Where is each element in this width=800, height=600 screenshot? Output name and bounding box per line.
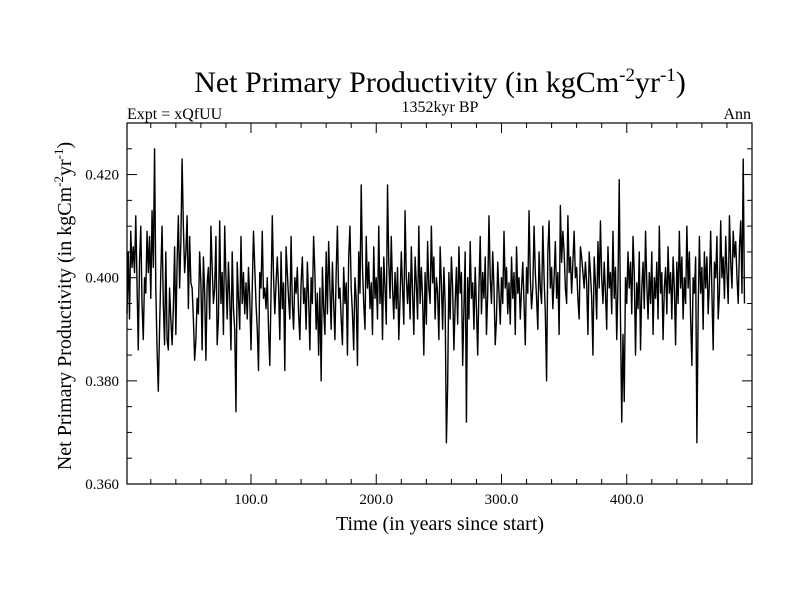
x-tick-label: 400.0 bbox=[610, 492, 644, 508]
x-tick-label: 100.0 bbox=[234, 492, 268, 508]
chart-title: Net Primary Productivity (in kgCm-2yr-1) bbox=[194, 65, 686, 99]
season-label: Ann bbox=[723, 106, 751, 123]
y-tick-label: 0.360 bbox=[85, 477, 119, 493]
x-tick-label: 200.0 bbox=[359, 492, 393, 508]
x-axis-ticks: 100.0 200.0 300.0 400.0 bbox=[150, 123, 728, 508]
plot-frame bbox=[126, 122, 753, 485]
y-tick-label: 0.420 bbox=[85, 168, 119, 184]
y-tick-label: 0.400 bbox=[85, 271, 119, 287]
period-label: 1352kyr BP bbox=[402, 99, 479, 116]
series-line bbox=[126, 148, 746, 444]
experiment-label: Expt = xQfUU bbox=[127, 106, 223, 123]
y-axis-ticks: 0.360 0.380 0.400 0.420 bbox=[85, 122, 752, 493]
y-tick-label: 0.380 bbox=[85, 374, 119, 390]
x-axis-label: Time (in years since start) bbox=[336, 513, 544, 535]
x-tick-label: 300.0 bbox=[485, 492, 519, 508]
y-axis-label: Net Primary Productivity (in kgCm-2yr-1) bbox=[51, 142, 76, 470]
